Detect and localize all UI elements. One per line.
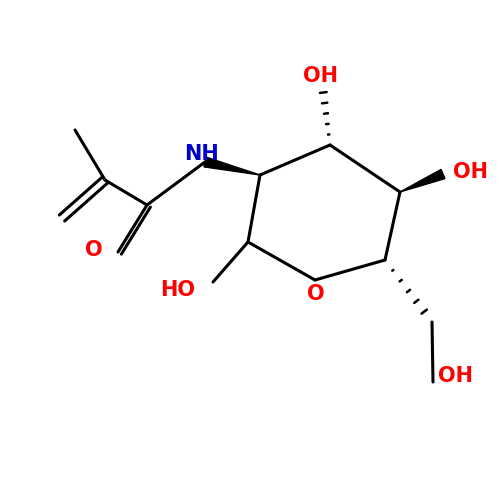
Text: HO: HO xyxy=(160,280,195,300)
Text: NH: NH xyxy=(184,144,218,164)
Polygon shape xyxy=(204,157,260,175)
Polygon shape xyxy=(400,170,445,192)
Text: OH: OH xyxy=(438,366,473,386)
Text: OH: OH xyxy=(302,66,338,86)
Text: O: O xyxy=(307,284,325,304)
Text: O: O xyxy=(86,240,103,260)
Text: OH: OH xyxy=(453,162,488,182)
